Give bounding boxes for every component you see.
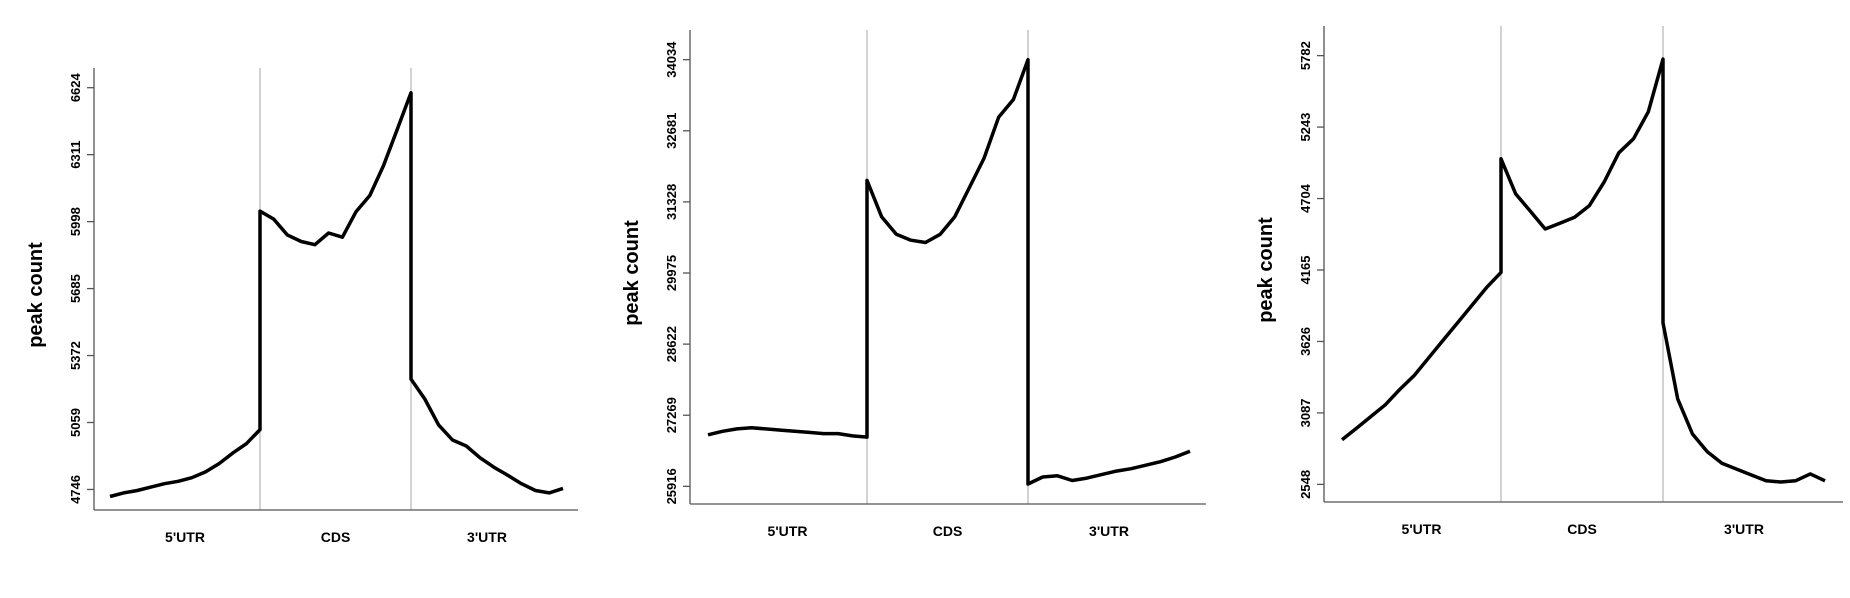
y-tick-label: 5998: [68, 207, 83, 236]
y-tick-label: 29975: [664, 255, 679, 291]
y-tick-label: 34034: [664, 41, 679, 78]
y-tick-label: 4165: [1298, 256, 1313, 285]
x-category-label: 3'UTR: [1724, 521, 1764, 537]
y-tick-label: 6311: [68, 141, 83, 169]
y-tick-label: 5243: [1298, 113, 1313, 142]
y-tick-label: 5685: [68, 274, 83, 303]
y-tick-label: 5059: [68, 408, 83, 437]
y-tick-label: 4704: [1298, 183, 1313, 213]
x-category-label: 3'UTR: [467, 529, 507, 545]
y-tick-label: 5372: [68, 341, 83, 370]
x-category-label: 5'UTR: [768, 523, 808, 539]
data-line: [109, 91, 564, 499]
x-category-label: CDS: [1567, 521, 1597, 537]
y-tick-label: 25916: [664, 468, 679, 504]
x-category-label: 3'UTR: [1089, 523, 1129, 539]
y-tick-label: 27269: [664, 397, 679, 433]
y-tick-label: 28622: [664, 326, 679, 362]
x-category-label: CDS: [321, 529, 351, 545]
y-tick-label: 5782: [1298, 41, 1313, 70]
y-tick-label: 3626: [1298, 327, 1313, 356]
y-tick-label: 31328: [664, 184, 679, 220]
y-tick-label: 3087: [1298, 398, 1313, 427]
x-category-label: 5'UTR: [1402, 521, 1442, 537]
y-axis-label: peak count: [621, 220, 643, 326]
x-category-label: CDS: [933, 523, 963, 539]
y-tick-label: 32681: [664, 113, 679, 149]
data-line: [707, 57, 1191, 486]
y-tick-label: 6624: [68, 72, 83, 102]
y-axis-label: peak count: [1255, 217, 1277, 323]
y-tick-label: 4746: [68, 475, 83, 504]
x-category-label: 5'UTR: [165, 529, 205, 545]
y-axis-label: peak count: [25, 242, 47, 348]
data-line: [1340, 57, 1826, 484]
y-tick-label: 2548: [1298, 470, 1313, 499]
